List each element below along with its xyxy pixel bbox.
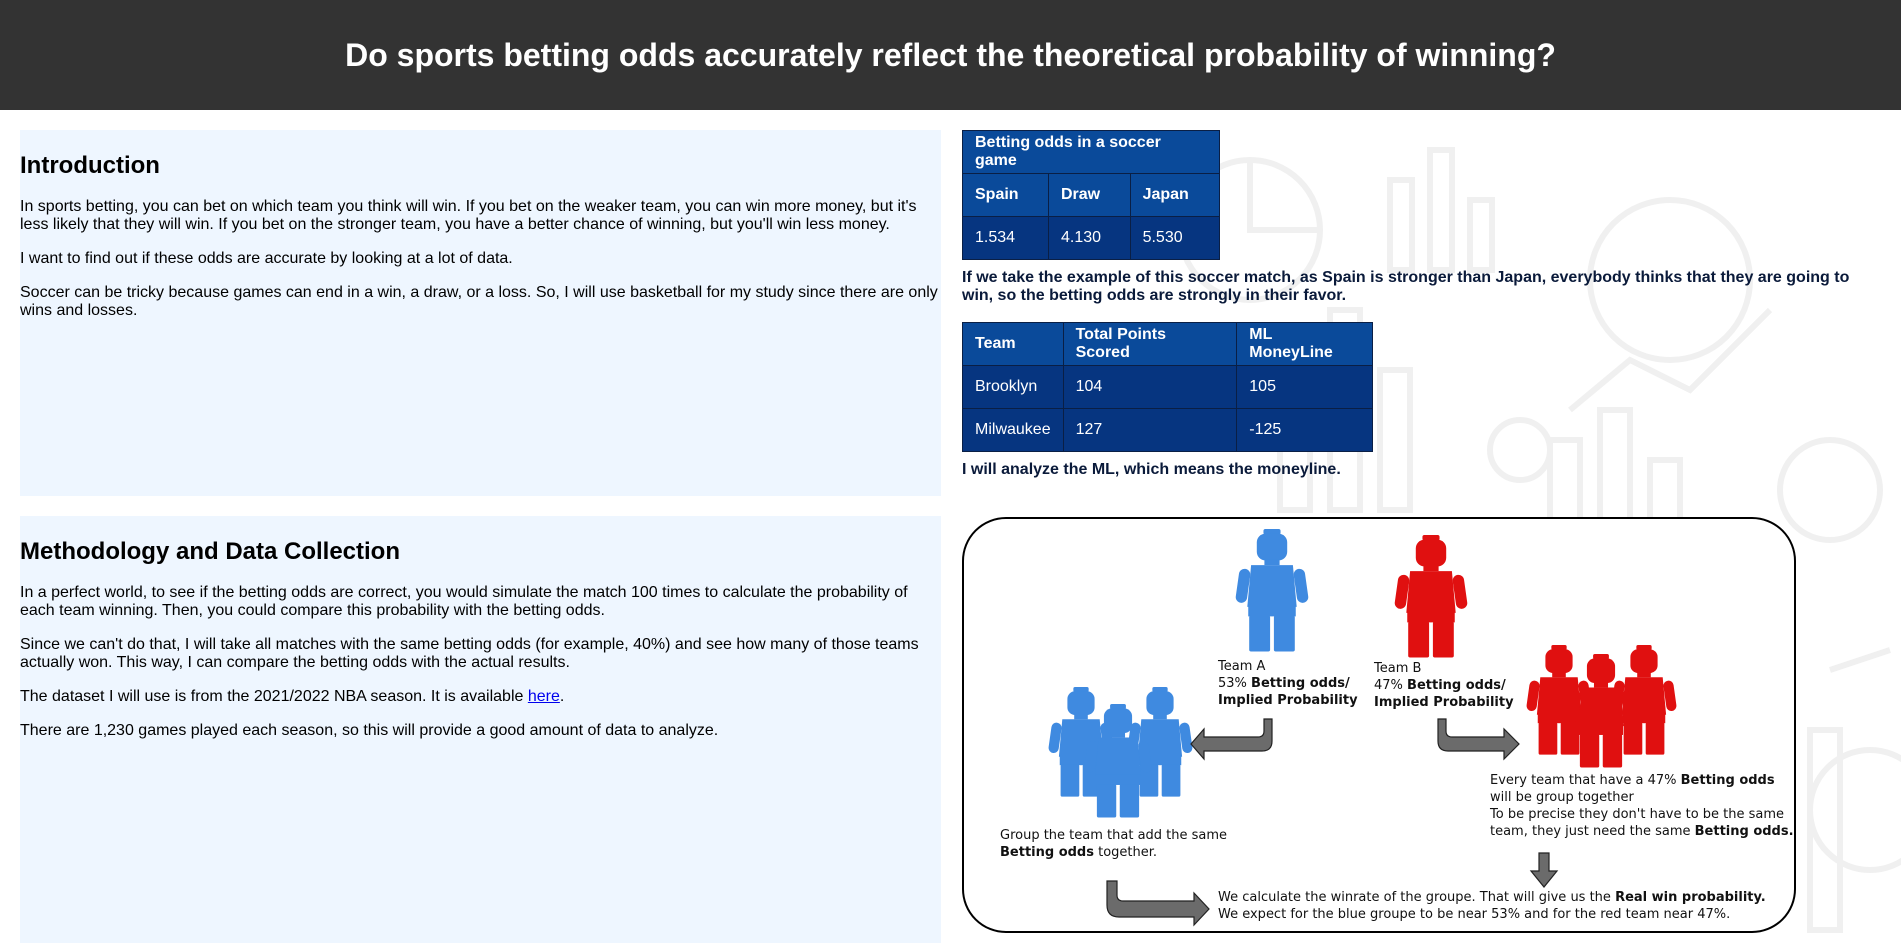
team-b-pct: 47% xyxy=(1374,678,1403,693)
odds-value-spain: 1.534 xyxy=(962,216,1049,260)
team-b-label: Team B 47% Betting odds/ Implied Probabi… xyxy=(1374,660,1514,711)
ml-cell-points: 127 xyxy=(1062,408,1238,452)
group-right-line-2: will be group together xyxy=(1490,790,1634,805)
methodology-heading: Methodology and Data Collection xyxy=(20,538,401,565)
team-a-pct: 53% xyxy=(1218,676,1247,691)
grouping-diagram: Team A 53% Betting odds/ Implied Probabi… xyxy=(962,517,1796,933)
moneyline-table: Team Total Points Scored ML MoneyLine Br… xyxy=(962,322,1373,452)
group-left-text: Group the team that add the same Betting… xyxy=(1000,827,1227,861)
odds-header-spain: Spain xyxy=(962,173,1049,217)
odds-value-japan: 5.530 xyxy=(1129,216,1221,260)
method-paragraph-1: In a perfect world, to see if the bettin… xyxy=(20,584,908,619)
odds-value-draw: 4.130 xyxy=(1048,216,1131,260)
page-header: Do sports betting odds accurately reflec… xyxy=(0,0,1901,110)
group-right-bold-4: Betting odds. xyxy=(1694,824,1794,839)
ml-header-team: Team xyxy=(962,322,1064,366)
methodology-panel: Methodology and Data Collection In a per… xyxy=(20,516,941,943)
team-b-odds-label: Betting odds/ xyxy=(1407,678,1506,693)
team-a-label: Team A 53% Betting odds/ Implied Probabi… xyxy=(1218,658,1358,709)
soccer-odds-table: Betting odds in a soccer game Spain Draw… xyxy=(962,130,1221,260)
ml-cell-moneyline: -125 xyxy=(1236,408,1373,452)
dataset-link[interactable]: here xyxy=(527,688,560,705)
bottom-bold: Real win probability. xyxy=(1615,890,1766,905)
intro-paragraph-1: In sports betting, you can bet on which … xyxy=(20,198,917,233)
dataset-text-end: . xyxy=(559,688,565,705)
intro-paragraph-3: Soccer can be tricky because games can e… xyxy=(20,284,938,319)
bottom-line-2: We expect for the blue groupe to be near… xyxy=(1218,907,1731,922)
team-a-odds-label: Betting odds/ xyxy=(1251,676,1350,691)
team-a-name: Team A xyxy=(1218,659,1266,674)
arrow-to-blue-group xyxy=(1190,718,1273,761)
ml-cell-points: 104 xyxy=(1062,365,1238,409)
soccer-example-note: If we take the example of this soccer ma… xyxy=(962,269,1850,304)
page-title: Do sports betting odds accurately reflec… xyxy=(345,36,1556,73)
red-group-figures xyxy=(1525,645,1678,768)
group-left-bold: Betting odds xyxy=(1000,845,1094,860)
odds-header-japan: Japan xyxy=(1129,173,1221,217)
arrow-down xyxy=(1529,852,1559,888)
team-b-implied-label: Implied Probability xyxy=(1374,695,1514,710)
arrow-to-result xyxy=(1106,880,1210,927)
intro-paragraph-2: I want to find out if these odds are acc… xyxy=(20,250,513,267)
arrow-to-red-group xyxy=(1437,718,1520,761)
group-left-line-2: together. xyxy=(1093,845,1158,860)
team-b-figure xyxy=(1393,535,1469,658)
group-right-line-3: To be precise they don't have to be the … xyxy=(1490,807,1785,822)
moneyline-note: I will analyze the ML, which means the m… xyxy=(962,461,1341,478)
group-right-line-4: team, they just need the same xyxy=(1490,824,1695,839)
diagram-figures xyxy=(1047,529,1678,927)
team-b-name: Team B xyxy=(1374,661,1422,676)
ml-cell-team: Milwaukee xyxy=(962,408,1064,452)
introduction-panel: Introduction In sports betting, you can … xyxy=(20,130,941,496)
introduction-heading: Introduction xyxy=(20,152,160,179)
table-row: Milwaukee 127 -125 xyxy=(962,408,1373,452)
dataset-text: The dataset I will use is from the 2021/… xyxy=(20,688,528,705)
method-paragraph-4: There are 1,230 games played each season… xyxy=(20,722,719,739)
bottom-result-text: We calculate the winrate of the groupe. … xyxy=(1218,889,1766,923)
method-paragraph-2: Since we can't do that, I will take all … xyxy=(20,636,919,671)
bottom-line-1: We calculate the winrate of the groupe. … xyxy=(1218,890,1616,905)
odds-table-caption: Betting odds in a soccer game xyxy=(962,130,1220,174)
group-right-text: Every team that have a 47% Betting odds … xyxy=(1490,772,1794,840)
group-left-line-1: Group the team that add the same xyxy=(1000,828,1228,843)
odds-header-draw: Draw xyxy=(1048,173,1131,217)
ml-cell-moneyline: 105 xyxy=(1236,365,1373,409)
ml-header-points: Total Points Scored xyxy=(1062,322,1238,366)
group-right-bold-1: Betting odds xyxy=(1680,773,1775,788)
method-paragraph-3: The dataset I will use is from the 2021/… xyxy=(20,688,941,706)
blue-group-figures xyxy=(1047,687,1194,818)
ml-cell-team: Brooklyn xyxy=(962,365,1064,409)
ml-header-moneyline: ML MoneyLine xyxy=(1236,322,1373,366)
table-row: Brooklyn 104 105 xyxy=(962,365,1373,409)
team-a-implied-label: Implied Probability xyxy=(1218,693,1358,708)
team-a-figure xyxy=(1234,529,1310,652)
group-right-line-1: Every team that have a 47% xyxy=(1490,773,1681,788)
